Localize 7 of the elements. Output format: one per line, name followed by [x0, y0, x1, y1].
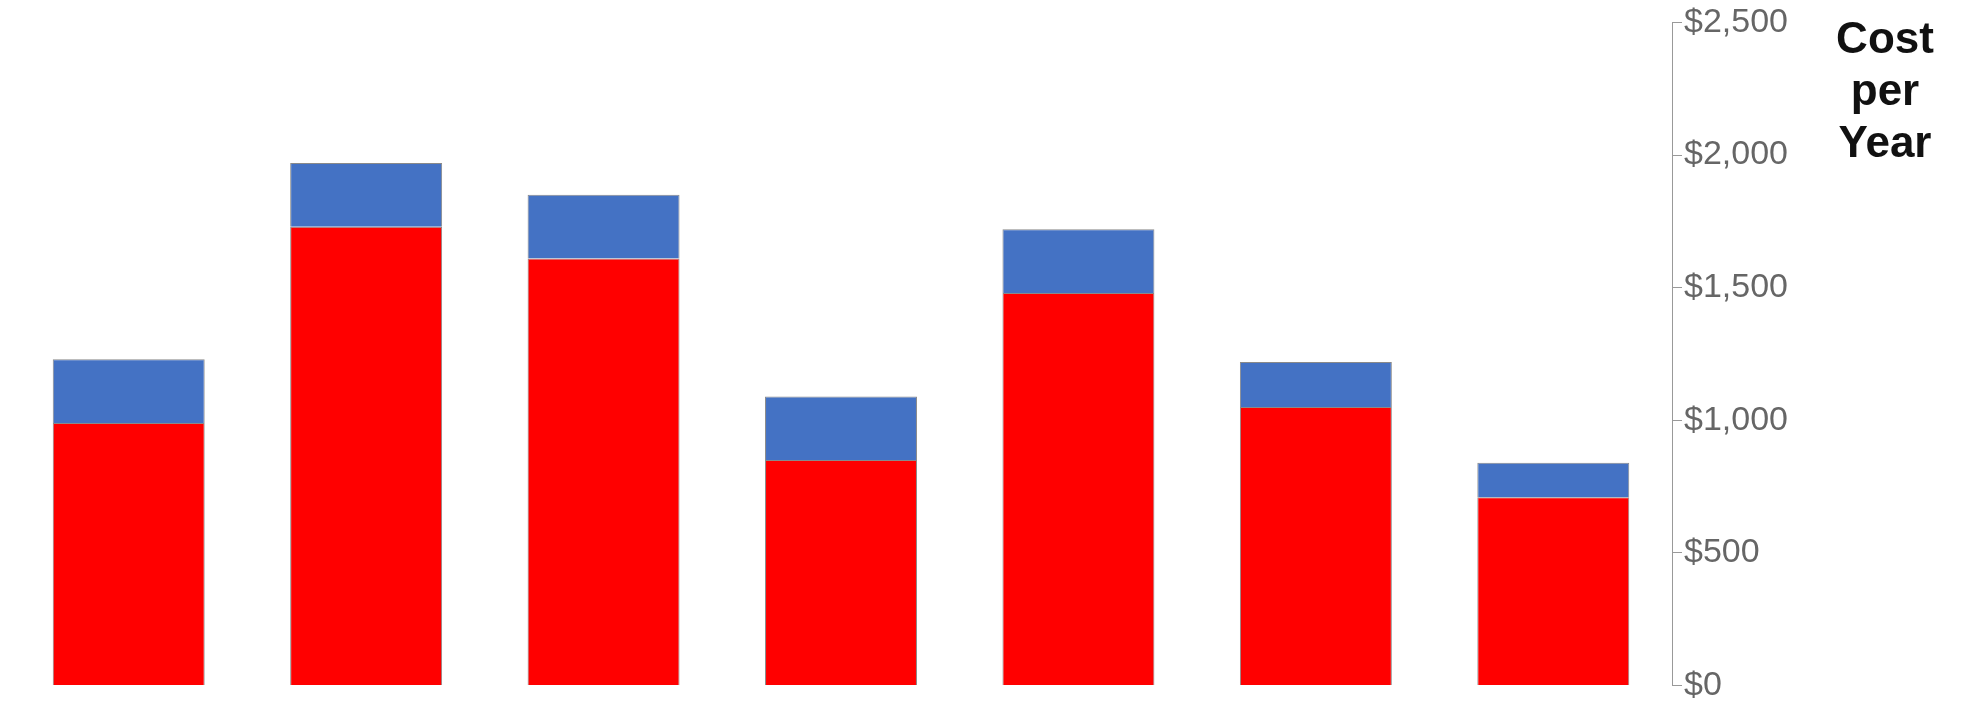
y-tick-label: $2,500: [1684, 0, 1789, 39]
y-tick-label: $1,500: [1684, 266, 1789, 305]
y-tick-label: $2,000: [1684, 133, 1789, 172]
y-axis-title: Cost per Year: [1835, 12, 1935, 168]
y-tick-label: $0: [1684, 663, 1722, 702]
y-tick-label: $500: [1684, 531, 1760, 570]
y-tick-label: $1,000: [1684, 398, 1789, 437]
